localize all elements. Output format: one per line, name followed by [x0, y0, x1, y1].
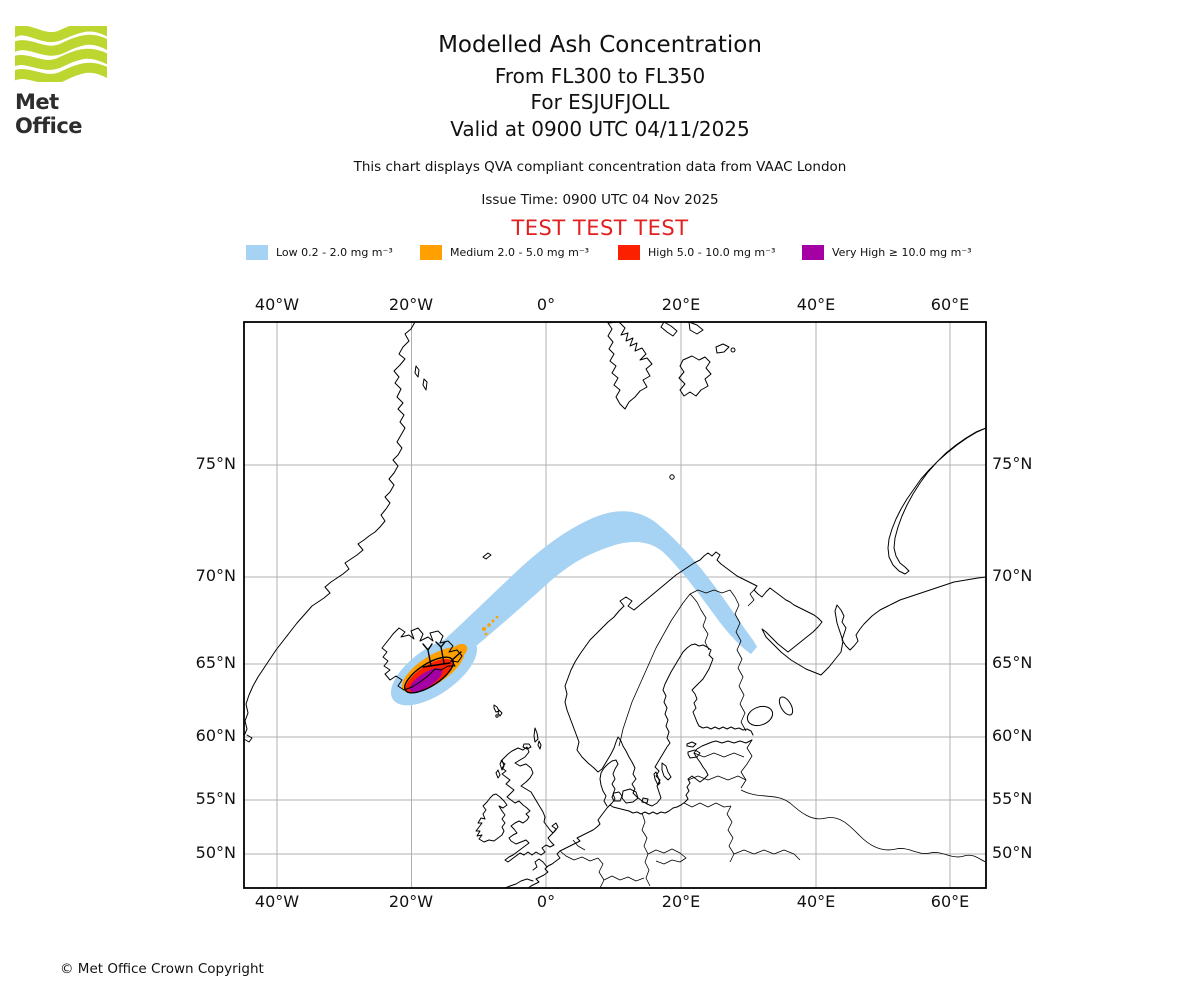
lake-onega	[778, 696, 794, 716]
lat-label-right-50n: 50°N	[992, 843, 1033, 862]
lon-label-top-0: 0°	[536, 295, 556, 314]
legend-item-very-high: Very High ≥ 10.0 mg m⁻³	[802, 244, 972, 260]
coast-svalbard	[607, 321, 730, 410]
lon-label-bottom-60e: 60°E	[930, 892, 970, 911]
legend-label-high: High 5.0 - 10.0 mg m⁻³	[648, 245, 776, 259]
hebrides	[495, 759, 505, 779]
legend-label-low: Low 0.2 - 2.0 mg m⁻³	[276, 245, 393, 259]
legend-swatch-low	[246, 244, 268, 260]
coast-norway-arctic-russia	[564, 551, 987, 769]
coastlines	[243, 321, 987, 889]
lat-label-left-65n: 65°N	[195, 653, 236, 672]
bjornoya	[669, 474, 675, 480]
lat-label-right-75n: 75°N	[992, 454, 1033, 473]
subtitle-valid-time: Valid at 0900 UTC 04/11/2025	[450, 117, 750, 141]
page-title: Modelled Ash Concentration	[438, 32, 762, 58]
legend-label-medium: Medium 2.0 - 5.0 mg m⁻³	[450, 245, 590, 259]
coast-greenland	[243, 321, 416, 737]
lat-label-left-70n: 70°N	[195, 566, 236, 585]
lat-label-left-75n: 75°N	[195, 454, 236, 473]
lake-ladoga	[746, 705, 774, 727]
legend-item-high: High 5.0 - 10.0 mg m⁻³	[618, 244, 775, 260]
source-annotation-marks	[404, 641, 462, 694]
lon-label-bottom-20e: 20°E	[661, 892, 701, 911]
lat-label-left-60n: 60°N	[195, 726, 236, 745]
legend-swatch-very-high	[802, 244, 824, 260]
lon-label-top-40e: 40°E	[796, 295, 836, 314]
ash-plume-low	[390, 511, 757, 706]
coast-ireland	[475, 793, 508, 843]
orkney-shetland	[522, 727, 542, 750]
lat-label-right-60n: 60°N	[992, 726, 1033, 745]
ash-plume-very-high	[409, 668, 443, 692]
country-borders	[559, 587, 987, 889]
lon-label-top-60e: 60°E	[930, 295, 970, 314]
lon-label-bottom-40e: 40°E	[796, 892, 836, 911]
lat-label-right-55n: 55°N	[992, 789, 1033, 808]
lat-label-right-65n: 65°N	[992, 653, 1033, 672]
legend-swatch-medium	[420, 244, 442, 260]
qva-note: This chart displays QVA compliant concen…	[353, 159, 847, 175]
lon-label-top-40w: 40°W	[254, 295, 300, 314]
logo-text: Met Office	[15, 90, 83, 138]
lon-label-bottom-40w: 40°W	[254, 892, 300, 911]
logo-waves-icon	[15, 26, 107, 82]
coast-brittany	[504, 878, 534, 889]
lon-label-top-20e: 20°E	[661, 295, 701, 314]
coast-jutland	[599, 759, 619, 807]
lat-label-right-70n: 70°N	[992, 566, 1033, 585]
jan-mayen	[482, 552, 492, 560]
greenland-islets	[414, 365, 428, 391]
issue-time: Issue Time: 0900 UTC 04 Nov 2025	[481, 192, 719, 208]
lon-label-bottom-0: 0°	[536, 892, 556, 911]
copyright-notice: © Met Office Crown Copyright	[60, 961, 264, 977]
map-frame	[243, 321, 987, 889]
lon-label-top-20w: 20°W	[388, 295, 434, 314]
coast-greenland-hook	[243, 734, 253, 743]
graticule-gridlines	[244, 322, 986, 888]
danish-islands	[611, 788, 639, 804]
baltic-islands	[641, 741, 701, 804]
faroe-islands	[493, 704, 503, 717]
coast-cherbourg	[532, 858, 548, 871]
legend-label-very-high: Very High ≥ 10.0 mg m⁻³	[832, 245, 972, 259]
lat-label-left-55n: 55°N	[195, 789, 236, 808]
coast-great-britain	[500, 746, 559, 863]
bear-island	[730, 347, 736, 353]
coast-baltic-south-northsea	[527, 739, 753, 889]
met-office-logo: Met Office	[15, 26, 125, 138]
test-banner: TEST TEST TEST	[511, 216, 689, 240]
lon-label-bottom-20w: 20°W	[388, 892, 434, 911]
coast-novaya-zemlya	[887, 427, 987, 575]
lat-label-left-50n: 50°N	[195, 843, 236, 862]
subtitle-flight-levels: From FL300 to FL350	[494, 64, 706, 88]
faroe-dot	[495, 714, 499, 718]
coast-sweden-finland	[593, 643, 754, 807]
legend-item-low: Low 0.2 - 2.0 mg m⁻³	[246, 244, 393, 260]
legend-item-medium: Medium 2.0 - 5.0 mg m⁻³	[420, 244, 589, 260]
legend-swatch-high	[618, 244, 640, 260]
subtitle-volcano: For ESJUFJOLL	[530, 90, 670, 114]
